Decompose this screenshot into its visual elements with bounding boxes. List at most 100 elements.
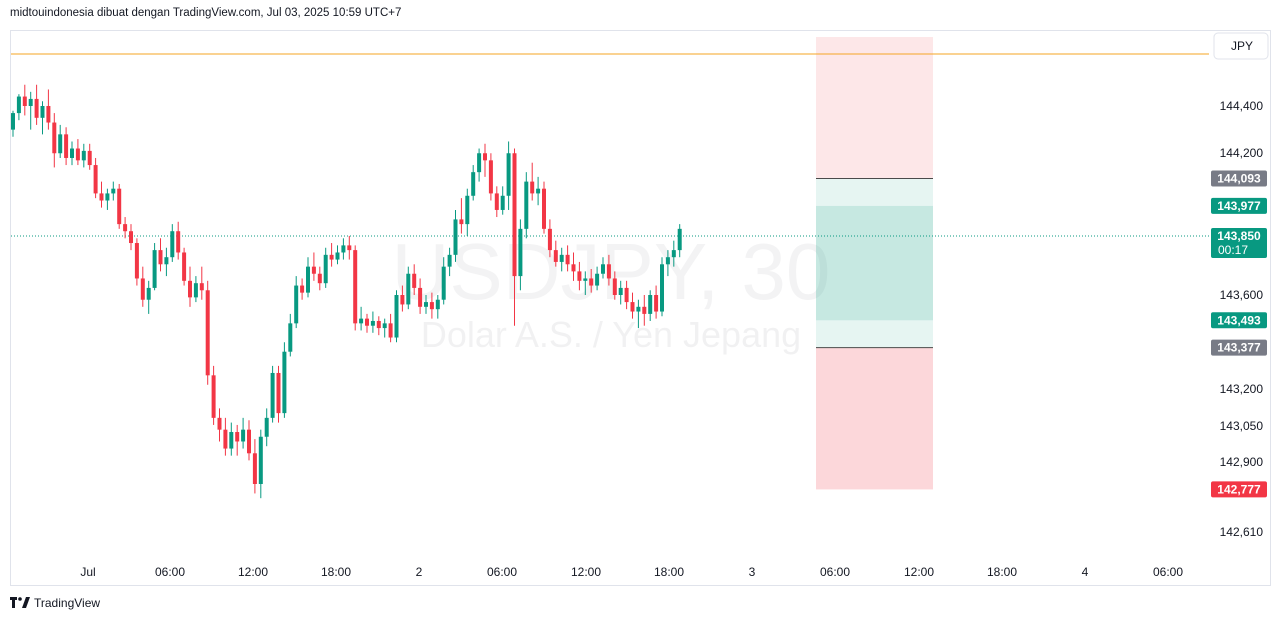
candle-body <box>353 250 358 324</box>
candle-body <box>335 252 340 260</box>
currency-button-label: JPY <box>1231 39 1253 53</box>
candle-body <box>252 453 257 484</box>
x-tick-label: 3 <box>749 565 756 579</box>
candle-body <box>518 228 523 277</box>
candle-body <box>341 245 346 253</box>
candle-body <box>300 285 305 293</box>
candle-body <box>270 372 275 418</box>
candle-body <box>435 299 440 310</box>
price-badge <box>1211 170 1267 187</box>
candle-body <box>164 257 169 265</box>
current-price-badge <box>1211 227 1267 258</box>
candle-body <box>323 254 328 284</box>
candlestick-chart[interactable]: 144,400 144,200 143,600 143,200 143,050 142,9… <box>11 31 1270 585</box>
candle-body <box>105 193 110 201</box>
candle-body <box>129 231 133 244</box>
y-tick-label: 143,600 <box>1220 288 1264 302</box>
candle-body <box>152 250 157 288</box>
candle-body <box>58 134 63 154</box>
candle-body <box>542 188 546 229</box>
candle-body <box>660 264 664 312</box>
candle-body <box>34 98 39 118</box>
x-tick-label: 06:00 <box>820 565 850 579</box>
price-badge <box>1211 312 1267 329</box>
candle-body <box>648 295 653 314</box>
candle-body <box>158 250 163 265</box>
candle-body <box>412 273 417 288</box>
candle-body <box>22 96 27 106</box>
candle-body <box>370 320 375 326</box>
candle-body <box>494 193 499 210</box>
candle-body <box>140 278 145 300</box>
candle-body <box>483 153 487 161</box>
candle-body <box>235 432 240 442</box>
candle-body <box>46 106 51 123</box>
x-tick-label: 4 <box>1082 565 1089 579</box>
candle-body <box>258 436 263 484</box>
candle-body <box>211 375 216 418</box>
candle-body <box>365 318 369 326</box>
candle-body <box>99 193 104 201</box>
footer: TradingView <box>10 596 100 610</box>
candle-body <box>75 148 80 161</box>
candle-body <box>247 429 251 454</box>
watermark-symbol: USDJPY, 30 <box>392 227 831 316</box>
candle-body <box>601 264 605 274</box>
price-badge <box>1211 339 1267 356</box>
y-tick-label: 142,900 <box>1220 455 1264 469</box>
x-tick-label: 06:00 <box>155 565 185 579</box>
candle-body <box>636 306 641 312</box>
candle-body <box>606 264 611 279</box>
x-tick-label: 12:00 <box>238 565 268 579</box>
candle-body <box>618 287 623 295</box>
y-tick-label: 144,200 <box>1220 146 1264 160</box>
candle-body <box>612 278 617 295</box>
candle-body <box>306 266 310 293</box>
candle-body <box>553 250 558 262</box>
candle-body <box>229 432 234 449</box>
candle-body <box>595 273 600 286</box>
y-tick-label: 142,610 <box>1220 525 1264 539</box>
candle-body <box>182 252 187 281</box>
candle-body <box>294 285 299 324</box>
price-badge <box>1211 481 1267 498</box>
candle-body <box>93 165 98 194</box>
candle-body <box>459 219 464 225</box>
price-badge-label: 143,977 <box>1217 199 1261 213</box>
candle-body <box>671 250 676 258</box>
candle-body <box>547 228 552 251</box>
candle-body <box>429 302 434 310</box>
candle-body <box>571 264 576 272</box>
candle-body <box>223 429 228 449</box>
candle-body <box>359 318 364 324</box>
price-badge <box>1211 197 1267 214</box>
candle-body <box>376 320 381 329</box>
candle-body <box>441 266 446 300</box>
candle-body <box>146 287 151 300</box>
candle-body <box>188 280 192 298</box>
candle-body <box>488 160 493 194</box>
currency-button[interactable] <box>1213 32 1269 60</box>
candle-body <box>87 150 92 166</box>
candle-body <box>589 278 594 286</box>
candle-body <box>193 283 198 298</box>
candle-body <box>400 295 405 305</box>
tradingview-logo-icon <box>10 597 30 608</box>
candle-body <box>654 295 659 312</box>
candle-body <box>471 172 476 196</box>
x-tick-label: 12:00 <box>904 565 934 579</box>
x-tick-label: 18:00 <box>654 565 684 579</box>
candle-body <box>388 323 393 338</box>
candle-body <box>677 228 682 251</box>
chart-frame[interactable]: 144,400 144,200 143,600 143,200 143,050 142,9… <box>10 30 1271 586</box>
x-tick-label: 18:00 <box>321 565 351 579</box>
x-tick-label: Jul <box>80 565 95 579</box>
candle-body <box>630 302 635 312</box>
candle-body <box>134 243 139 279</box>
candle-body <box>506 153 511 196</box>
candle-body <box>512 153 517 277</box>
candle-body <box>418 287 423 307</box>
stop-zone-upper <box>816 37 933 179</box>
candle-body <box>329 254 334 260</box>
y-tick-label: 143,050 <box>1220 419 1264 433</box>
